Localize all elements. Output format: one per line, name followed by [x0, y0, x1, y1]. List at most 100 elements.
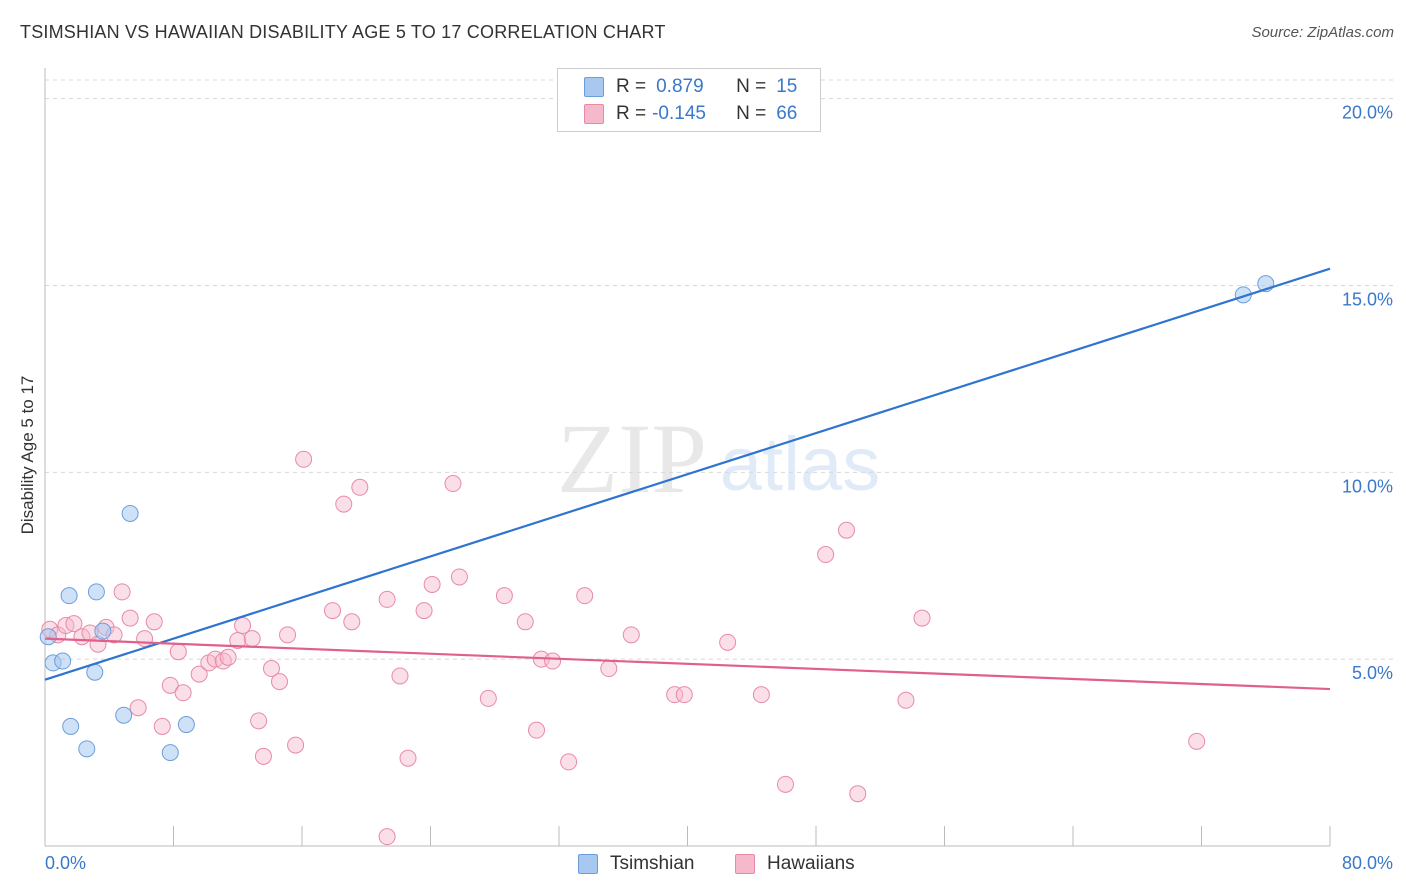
hawaiians-point: [335, 495, 353, 513]
watermark: ZIP atlas: [557, 403, 880, 514]
hawaiians-point: [378, 828, 396, 846]
hawaiians-point: [391, 667, 409, 685]
watermark-atlas: atlas: [720, 422, 881, 507]
y-tick-label: 5.0%: [1352, 663, 1393, 683]
tick-labels: 5.0% 10.0% 15.0% 20.0% 0.0% 80.0%: [45, 103, 1393, 873]
hawaiians-point: [219, 648, 237, 666]
swatch-tsimshian: [584, 77, 604, 97]
n-value-tsimshian: 15: [776, 76, 798, 97]
hawaiians-point: [136, 630, 154, 648]
hawaiians-point: [153, 717, 171, 735]
hawaiians-point: [254, 747, 272, 765]
legend-swatch-tsimshian: [578, 854, 598, 874]
r-value-hawaiians: -0.145: [652, 103, 706, 124]
tsimshian-point: [121, 504, 139, 522]
hawaiians-point: [279, 626, 297, 644]
tsimshian-point: [62, 717, 80, 735]
hawaiians-point: [415, 602, 433, 620]
legend-label-hawaiians: Hawaiians: [767, 853, 855, 874]
x-tick-label: 0.0%: [45, 853, 86, 873]
trend-lines: [44, 267, 1331, 691]
hawaiians-point: [262, 660, 280, 678]
hawaiians-point: [576, 587, 594, 605]
tsimshian-point: [54, 652, 72, 670]
hawaiians-point: [600, 660, 618, 678]
hawaiians-point: [295, 450, 313, 468]
hawaiians-trend-line: [44, 637, 1331, 691]
tsimshian-point: [87, 583, 105, 601]
y-tick-label: 10.0%: [1342, 476, 1393, 496]
tsimshian-point: [39, 628, 57, 646]
hawaiians-point: [190, 665, 208, 683]
hawaiians-point: [495, 587, 513, 605]
legend-item-hawaiians: Hawaiians: [735, 851, 855, 877]
hawaiians-point: [849, 785, 867, 803]
tsimshian-points: [39, 275, 1275, 762]
hawaiians-point: [145, 613, 163, 631]
hawaiians-point: [913, 609, 931, 627]
hawaiians-point: [444, 475, 462, 493]
hawaiians-point: [752, 686, 770, 704]
hawaiians-point: [351, 478, 369, 496]
r-value-tsimshian: 0.879: [656, 76, 704, 97]
tsimshian-trend-line: [44, 267, 1331, 681]
r-label: R =: [616, 103, 647, 124]
hawaiians-point: [528, 721, 546, 739]
axes: [44, 68, 1331, 847]
hawaiians-point: [516, 613, 534, 631]
chart-title: TSIMSHIAN VS HAWAIIAN DISABILITY AGE 5 T…: [20, 22, 666, 42]
legend-label-tsimshian: Tsimshian: [610, 853, 695, 874]
hawaiians-point: [250, 712, 268, 730]
x-tick-label: 80.0%: [1342, 853, 1393, 873]
hawaiians-point: [897, 691, 915, 709]
hawaiians-point: [271, 673, 289, 691]
tsimshian-point: [115, 706, 133, 724]
tsimshian-point: [60, 587, 78, 605]
hawaiians-point: [113, 583, 131, 601]
hawaiians-point: [817, 546, 835, 564]
hawaiians-point: [287, 736, 305, 754]
stats-row-tsimshian: R = 0.879 N = 15: [584, 74, 797, 100]
hawaiians-point: [65, 615, 83, 633]
hawaiians-point: [776, 775, 794, 793]
tsimshian-point: [94, 622, 112, 640]
tsimshian-point: [161, 744, 179, 762]
hawaiians-point: [560, 753, 578, 771]
hawaiians-point: [838, 521, 856, 539]
y-tick-label: 20.0%: [1342, 103, 1393, 123]
hawaiians-point: [423, 575, 441, 593]
legend-swatch-hawaiians: [735, 854, 755, 874]
swatch-hawaiians: [584, 104, 604, 124]
hawaiians-point: [622, 626, 640, 644]
tsimshian-point: [78, 740, 96, 758]
hawaiians-point: [324, 602, 342, 620]
tsimshian-point: [177, 716, 195, 734]
hawaiians-point: [169, 643, 187, 661]
hawaiians-point: [544, 652, 562, 670]
stats-row-hawaiians: R = -0.145 N = 66: [584, 101, 797, 127]
n-label: N =: [736, 103, 767, 124]
hawaiians-point: [399, 749, 417, 767]
hawaiians-point: [479, 689, 497, 707]
hawaiians-point: [666, 686, 684, 704]
r-label: R =: [616, 76, 647, 97]
hawaiians-point: [450, 568, 468, 586]
legend-item-tsimshian: Tsimshian: [578, 851, 694, 877]
hawaiians-point: [1188, 732, 1206, 750]
hawaiians-point: [719, 633, 737, 651]
n-value-hawaiians: 66: [776, 103, 798, 124]
hawaiians-point: [121, 609, 139, 627]
gridlines: [45, 79, 1393, 660]
hawaiians-point: [378, 590, 396, 608]
hawaiians-point: [129, 699, 147, 717]
n-label: N =: [736, 76, 767, 97]
source-label: Source: ZipAtlas.com: [1251, 24, 1394, 41]
hawaiians-point: [343, 613, 361, 631]
hawaiians-point: [243, 630, 261, 648]
hawaiians-point: [161, 676, 179, 694]
y-tick-label: 15.0%: [1342, 290, 1393, 310]
watermark-zip: ZIP: [557, 403, 707, 514]
hawaiians-point: [174, 684, 192, 702]
stats-legend: R = 0.879 N = 15 R = -0.145 N = 66: [557, 68, 821, 132]
